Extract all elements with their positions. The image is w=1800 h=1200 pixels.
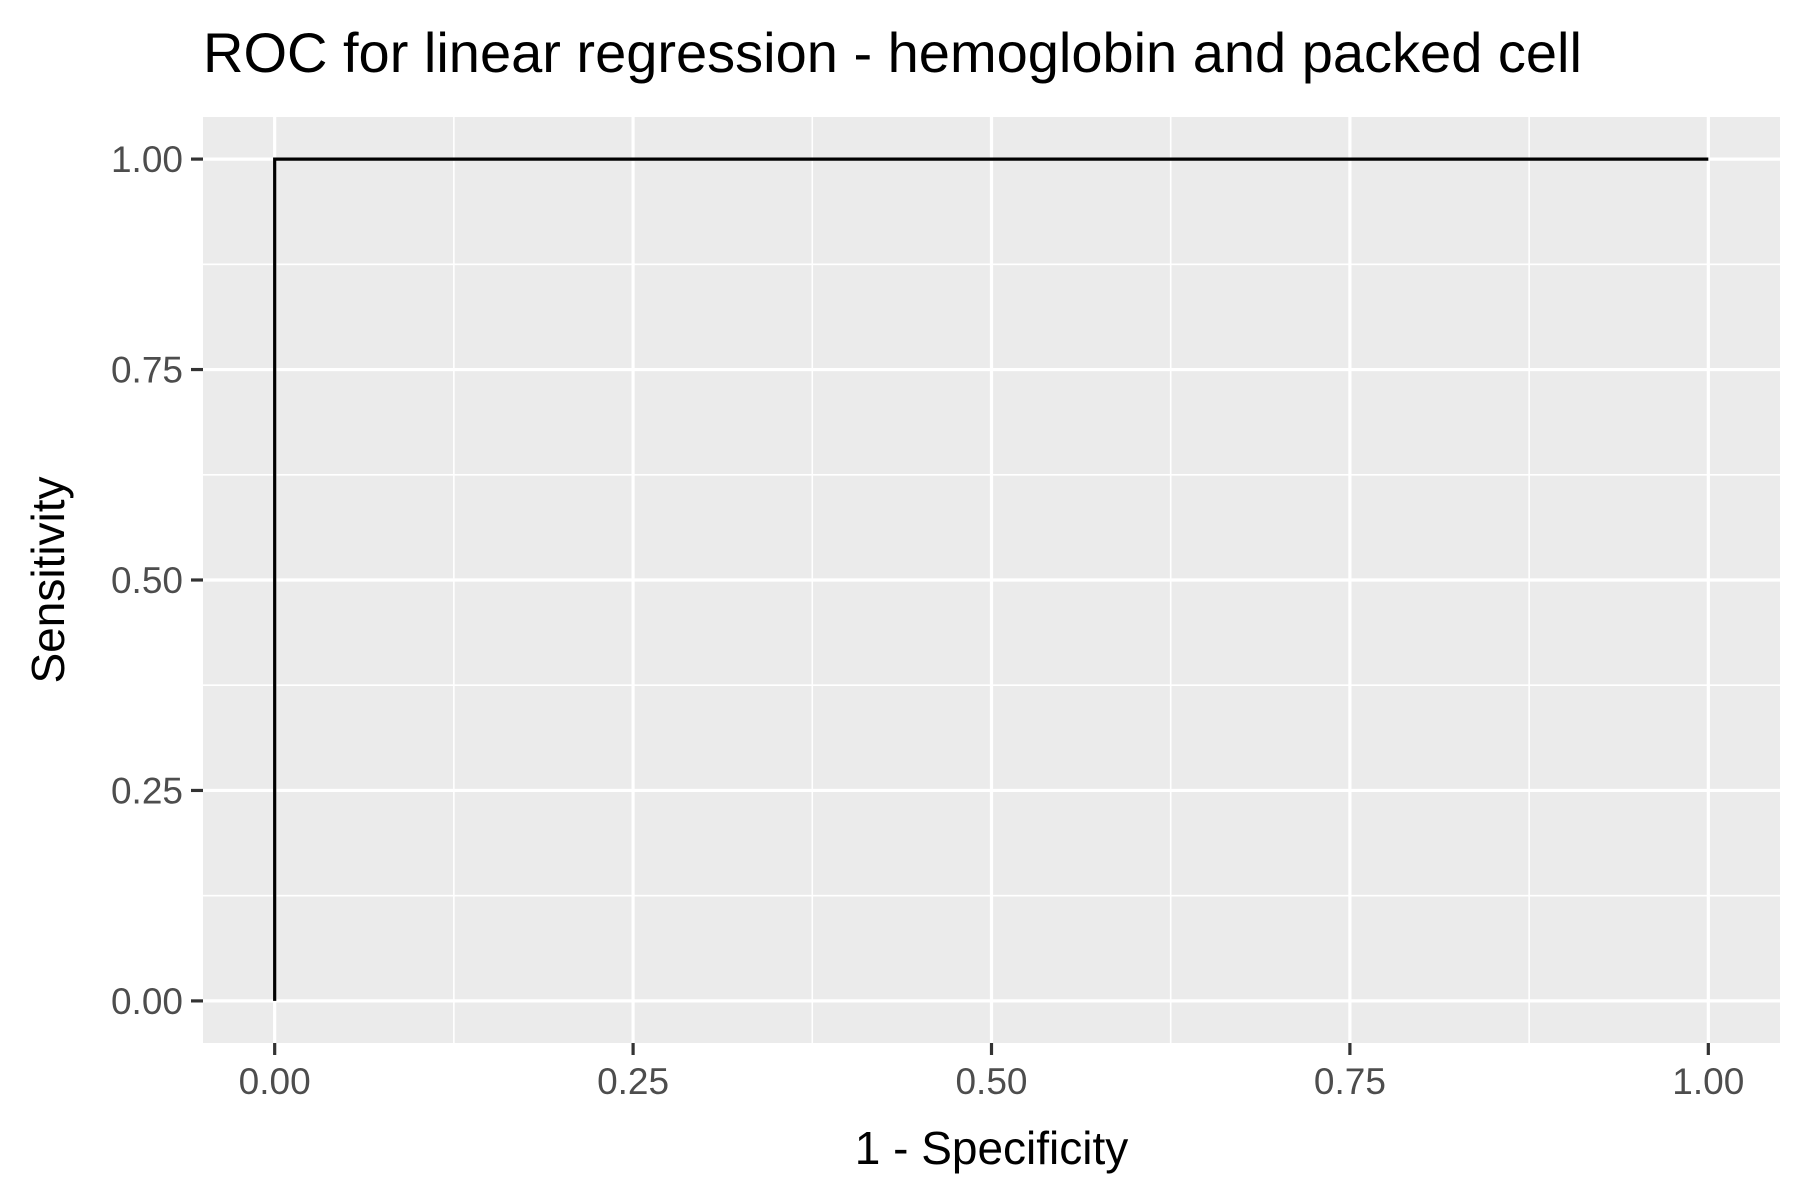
y-axis-title: Sensitivity: [22, 476, 74, 683]
y-tick-label: 0.25: [111, 770, 183, 811]
data-layer: [273, 157, 1709, 1001]
roc-curve-line: [273, 157, 1709, 1001]
x-tick-label: 0.50: [955, 1061, 1027, 1102]
x-axis-title: 1 - Specificity: [855, 1122, 1129, 1174]
x-tick-label: 0.00: [239, 1061, 311, 1102]
y-tick-label: 0.00: [111, 981, 183, 1022]
y-tick-label: 1.00: [111, 139, 183, 180]
x-tick-label: 1.00: [1672, 1061, 1744, 1102]
axes: 0.00 0.25 0.50 0.75 1.00 0.00 0.25 0.50 0.75 1.00: [111, 139, 1744, 1102]
y-tick-label: 0.50: [111, 560, 183, 601]
x-tick-label: 0.75: [1314, 1061, 1386, 1102]
y-tick-label: 0.75: [111, 350, 183, 391]
x-tick-label: 0.25: [597, 1061, 669, 1102]
chart-title: ROC for linear regression - hemoglobin a…: [203, 21, 1582, 84]
